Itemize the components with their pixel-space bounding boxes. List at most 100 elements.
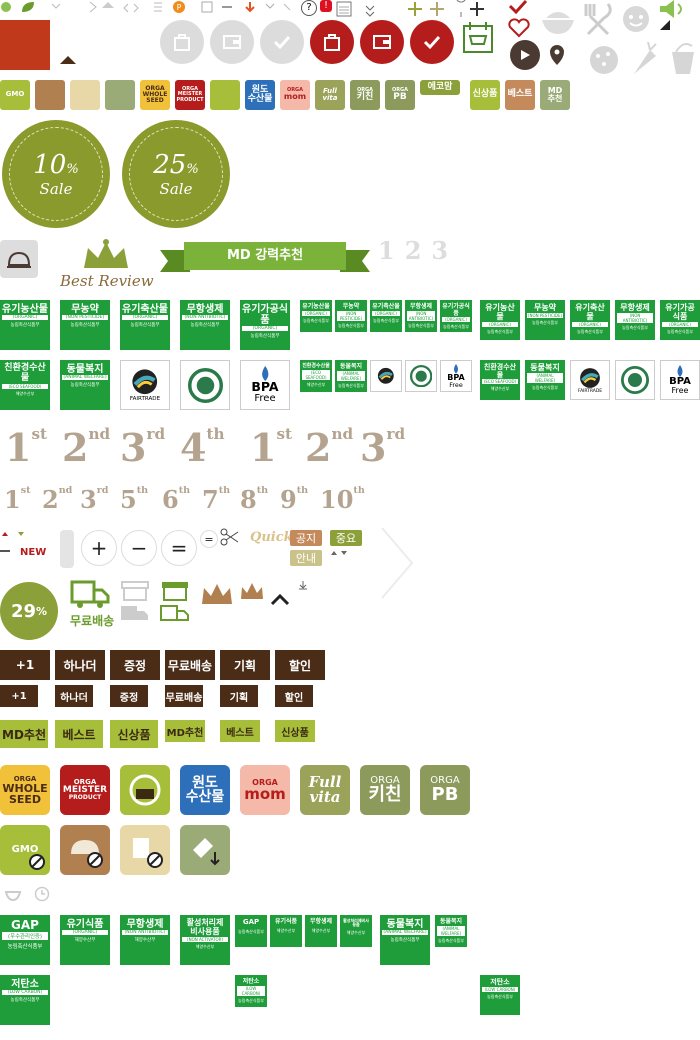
bowl-small-icon [4,891,22,902]
ordinal-number: 2 [42,485,59,514]
ordinal-suffix: th [353,485,365,496]
bowl-icon [542,12,574,34]
cert-badge: 저탄소 (LOW CARBON) 농림축산식품부 [0,975,50,1025]
shopping-bag-icon [174,34,190,51]
cart-button-red[interactable] [310,20,354,64]
orga-pb-badge: ORGA PB [420,765,470,815]
cert-badge: 유기가공식품 (ORGANIC) 농림축산식품부 [240,300,290,350]
new-label: NEW [20,547,47,558]
speaker-icon [660,0,682,18]
bpa-free-badge: BPA Free [240,360,290,410]
tag-button[interactable]: 하나더 [55,650,105,680]
cert-title: 무농약 [71,304,99,315]
badge-line-2: 수산물 [185,789,225,805]
cert-footer: 해양수산부 [311,927,331,933]
badge-top: ORGA [181,86,199,93]
frog-seal-icon [409,364,433,388]
gmo-label: GMO [11,844,39,855]
cert-footer: 해양수산부 [195,943,215,949]
cert-badge: 동물복지 (ANIMAL WELFARE) 농림축산식품부 [435,915,467,947]
tag-button[interactable]: +1 [0,650,50,680]
tag-button-small[interactable]: 기획 [220,685,258,707]
check-button-gray[interactable] [260,20,304,64]
tag-button-green-small[interactable]: 신상품 [275,720,315,742]
ordinal-number: 1 [250,425,277,470]
cert-footer: 농림축산식품부 [487,993,513,999]
download-small-icon[interactable] [298,580,308,590]
bpa-label: BPA [251,379,279,395]
calendar-cart-icon[interactable] [462,20,494,54]
cert-footer: 농림축산식품부 [250,334,280,339]
tag-button-green[interactable]: 신상품 [110,720,158,748]
equals-small-button[interactable]: = [200,530,218,548]
chevron-right-icon[interactable] [378,526,414,600]
tag-button[interactable]: 증정 [110,650,160,680]
fairtrade-label: FAIRTRADE [129,395,161,402]
meister-badge: ORGA MEISTER PRODUCT [60,765,110,815]
cert-subtitle: (ORGANIC) [442,317,470,323]
map-pin-icon [550,45,564,65]
ordinal-number: 3 [120,425,147,470]
eco-mom-badge: 에코맘 [420,80,460,95]
ordinal-label: 2nd [42,485,72,514]
wallet-button-gray[interactable] [210,20,254,64]
calendar-small-icon [336,1,375,17]
service-bell-button[interactable] [0,240,38,278]
fairtrade-icon [378,368,394,384]
sale-label: Sale [159,180,193,198]
cert-title: 활성처리제비사용품 [343,918,369,928]
tag-button-small[interactable]: 하나더 [55,685,93,707]
tag-button-green-small[interactable]: MD추천 [165,720,205,742]
cert-badge: 동물복지 (ANIMAL WELFARE) 농림축산식품부 [60,360,110,410]
fairtrade-label: FAIRTRADE [577,388,603,394]
tag-button-green-small[interactable]: 베스트 [220,720,260,742]
tag-button-small[interactable]: 증정 [110,685,148,707]
tag-button[interactable]: 기획 [220,650,270,680]
cert-title: 활성처리제 비사용품 [186,918,224,936]
wallet-button-red[interactable] [360,20,404,64]
scissors-icon[interactable] [220,528,240,546]
cert-badge: 유기농산물 (ORGANIC) 농림축산식품부 [480,300,520,340]
play-button[interactable] [510,40,540,70]
sort-arrows-icon[interactable] [330,549,350,557]
ordinal-suffix: nd [331,425,354,443]
cart-button-gray[interactable] [160,20,204,64]
bpa-label: BPA [447,372,465,382]
ordinal-suffix: st [276,425,293,443]
cert-badge: 유기축산물 (ORGANIC) 농림축산식품부 [570,300,610,340]
badge-main: 키친 [356,91,374,102]
cert-footer: 해양수산부 [346,929,366,935]
tag-button-green[interactable]: MD추천 [0,720,48,748]
tag-button[interactable]: 무료배송 [165,650,215,680]
ordinal-suffix: th [178,485,191,496]
sale-label: Sale [39,180,73,198]
tag-button-small[interactable]: 할인 [275,685,313,707]
orga-mom-badge: ORGA mom [240,765,290,815]
cert-footer: 농림축산식품부 [10,323,40,328]
check-button-red[interactable] [410,20,454,64]
badge-main: WHOLE SEED [142,90,168,105]
utensils-icon [584,3,612,36]
cup-no-icon [133,838,163,868]
cert-title: 친환경수산물 [302,363,330,369]
ordinal-number: 1 [5,425,32,470]
cert-title: 저탄소 [242,978,260,985]
tag-button-small[interactable]: +1 [0,685,38,707]
cert-footer: 농림축산식품부 [238,997,264,1003]
minus-button[interactable]: − [121,530,157,566]
shopping-bag-icon [324,34,340,51]
chevron-up-icon[interactable] [270,594,290,606]
tag-button-small[interactable]: 무료배송 [165,685,203,707]
truck-gray-icon [121,606,148,620]
arrow-icons [51,1,162,13]
cert-footer: 농림축산식품부 [443,324,469,330]
equals-button[interactable]: = [161,530,197,566]
ordinal-number: 6 [162,485,179,514]
cert-title: 동물복지 [386,919,424,930]
sale-pct: % [66,162,79,177]
badge-line-2: vita [309,788,341,806]
new-product-badge: 신상품 [470,80,500,110]
tag-button[interactable]: 할인 [275,650,325,680]
plus-button[interactable]: + [81,530,117,566]
tag-button-green[interactable]: 베스트 [55,720,103,748]
